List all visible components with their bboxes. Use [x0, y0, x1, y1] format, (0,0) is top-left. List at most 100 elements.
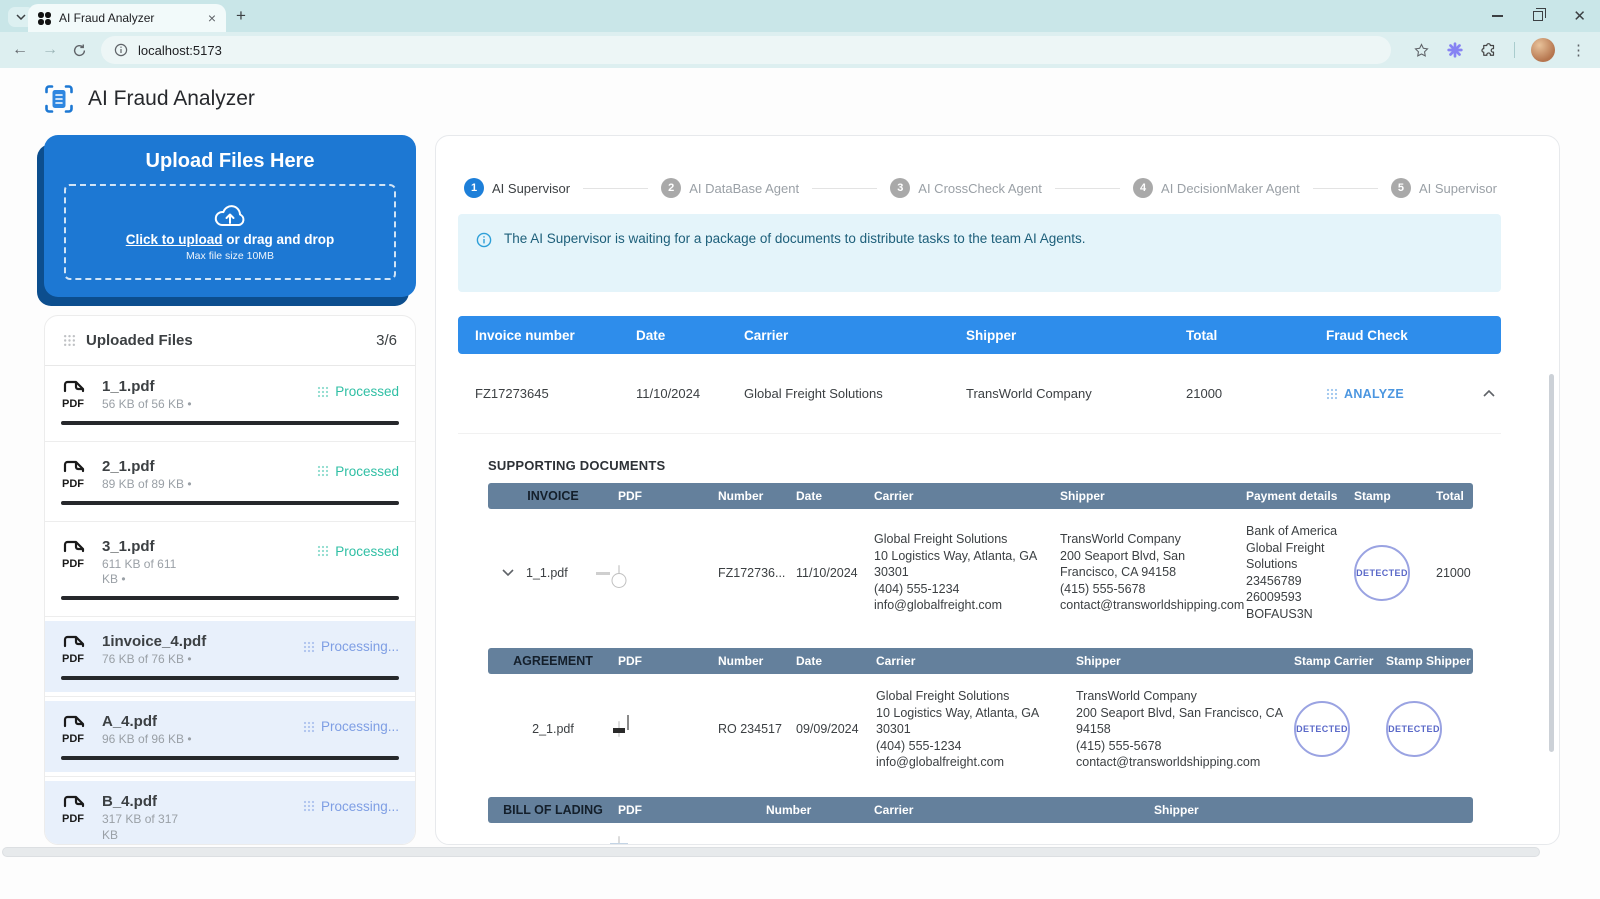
step-ai-supervisor-1[interactable]: 1AI Supervisor [464, 178, 570, 198]
url-text: localhost:5173 [138, 43, 222, 58]
col-carrier: Carrier [876, 654, 1076, 668]
file-name: 1invoice_4.pdf [102, 633, 206, 650]
profile-avatar[interactable] [1531, 38, 1555, 62]
divider [45, 696, 415, 697]
address-bar[interactable]: localhost:5173 [101, 36, 1391, 64]
col-date: Date [796, 654, 876, 668]
file-size: 611 KB of 611 KB • [102, 557, 176, 589]
col-shipper: Shipper [1154, 803, 1473, 817]
col-invoice: INVOICE [488, 489, 618, 503]
click-to-upload-link[interactable]: Click to upload [126, 232, 223, 247]
close-icon[interactable]: ✕ [1573, 9, 1586, 24]
grid-icon [317, 465, 329, 477]
invoice-subtable-header: INVOICE PDF Number Date Carrier Shipper … [488, 483, 1473, 509]
doc-shipper: TransWorld Company 200 Seaport Blvd, San… [1060, 531, 1246, 614]
restore-icon[interactable] [1533, 11, 1543, 21]
stamp-carrier-badge: DETECTED [1294, 701, 1350, 757]
file-row[interactable]: PDF 1_1.pdf56 KB of 56 KB • Processed [45, 366, 415, 437]
new-tab-button[interactable]: + [236, 6, 246, 26]
col-fraud-check: Fraud Check [1326, 328, 1501, 343]
grid-icon [303, 641, 315, 653]
svg-text:PDF: PDF [62, 653, 84, 665]
pdf-file-icon: PDF [61, 713, 89, 745]
status-badge: Processing... [303, 633, 399, 654]
bookmark-star-icon[interactable] [1413, 42, 1430, 59]
vertical-scrollbar[interactable] [1549, 374, 1554, 752]
drag-drop-label: or drag and drop [223, 232, 335, 247]
step-connector [1313, 188, 1378, 189]
uploaded-files-count: 3/6 [376, 332, 397, 349]
file-size: 317 KB of 317 KB [102, 812, 178, 844]
status-badge: Processed [317, 458, 399, 479]
window-controls: ✕ [1492, 6, 1586, 26]
analyze-button[interactable]: ANALYZE [1326, 387, 1404, 401]
browser-toolbar: ← → localhost:5173 ⋮ [0, 32, 1600, 68]
upload-title: Upload Files Here [44, 150, 416, 173]
back-icon[interactable]: ← [12, 41, 28, 59]
browser-tab[interactable]: AI Fraud Analyzer × [28, 4, 226, 32]
reload-icon[interactable] [72, 43, 87, 58]
svg-text:PDF: PDF [62, 733, 84, 745]
agreement-doc-row: 2_1.pdf RO 234517 09/09/2024 Global Frei… [488, 674, 1473, 785]
col-carrier: Carrier [874, 489, 1060, 503]
invoice-subtable: INVOICE PDF Number Date Carrier Shipper … [488, 483, 1473, 636]
doc-carrier: Global Freight Solutions 10 Logistics Wa… [874, 531, 1060, 614]
uploaded-files-header: Uploaded Files 3/6 [45, 316, 415, 365]
bill-of-lading-subtable: BILL OF LADING PDF Number Carrier Shippe… [488, 797, 1473, 846]
step-ai-decisionmaker-agent[interactable]: 4AI DecisionMaker Agent [1133, 178, 1300, 198]
step-ai-database-agent[interactable]: 2AI DataBase Agent [661, 178, 799, 198]
file-row[interactable]: PDF 3_1.pdf611 KB of 611 KB • Processed [45, 526, 415, 613]
progress-bar [61, 501, 399, 505]
app-favicon-icon [38, 12, 51, 25]
extensions-puzzle-icon[interactable] [1480, 41, 1498, 59]
svg-text:PDF: PDF [62, 558, 84, 570]
step-ai-crosscheck-agent[interactable]: 3AI CrossCheck Agent [890, 178, 1042, 198]
collapse-row-icon[interactable] [1483, 390, 1495, 397]
browser-chrome: AI Fraud Analyzer × + ✕ ← → localhost:51… [0, 0, 1600, 68]
bill-of-lading-doc-row: Global Freight Solutions 10 Logistics Wa… [488, 823, 1473, 846]
minimize-icon[interactable] [1492, 15, 1503, 17]
pdf-file-icon: PDF [61, 538, 89, 570]
step-label: AI Supervisor [1419, 181, 1497, 196]
upload-card[interactable]: Upload Files Here Click to upload or dra… [44, 135, 416, 297]
upload-dropzone[interactable]: Click to upload or drag and drop Max fil… [64, 184, 396, 280]
doc-total: 21000 [1436, 566, 1473, 580]
file-row[interactable]: PDF 2_1.pdf89 KB of 89 KB • Processed [45, 446, 415, 517]
app-header: AI Fraud Analyzer [44, 84, 255, 114]
file-size: 89 KB of 89 KB • [102, 477, 192, 493]
col-number: Number [718, 654, 796, 668]
expand-doc-icon[interactable] [502, 569, 514, 576]
stamp-shipper-badge: DETECTED [1386, 701, 1442, 757]
extension-flower-icon[interactable] [1446, 41, 1464, 59]
forward-icon[interactable]: → [42, 41, 58, 59]
pdf-thumbnail[interactable] [618, 836, 620, 846]
file-row[interactable]: PDF A_4.pdf96 KB of 96 KB • Processing..… [45, 701, 415, 772]
horizontal-scrollbar[interactable] [2, 847, 1540, 857]
status-badge: Processing... [303, 793, 399, 814]
invoice-row[interactable]: FZ17273645 11/10/2024 Global Freight Sol… [458, 354, 1501, 434]
file-row[interactable]: PDF 1invoice_4.pdf76 KB of 76 KB • Proce… [45, 621, 415, 692]
file-size: 96 KB of 96 KB • [102, 732, 192, 748]
site-info-icon[interactable] [114, 43, 128, 57]
file-row[interactable]: PDF B_4.pdf317 KB of 317 KB Processing..… [45, 781, 415, 845]
divider [45, 616, 415, 617]
browser-menu-icon[interactable]: ⋮ [1571, 41, 1586, 59]
tab-close-icon[interactable]: × [208, 11, 216, 25]
col-shipper: Shipper [1076, 654, 1294, 668]
app-page: AI Fraud Analyzer Upload Files Here Clic… [0, 68, 1600, 899]
col-stamp-carrier: Stamp Carrier [1294, 654, 1386, 668]
step-ai-supervisor-2[interactable]: 5AI Supervisor [1391, 178, 1497, 198]
toolbar-divider [1514, 42, 1515, 58]
doc-shipper: TransWorld Company 200 Seaport Blvd, San… [1154, 837, 1473, 846]
pdf-thumbnail[interactable] [618, 721, 620, 737]
supporting-documents-title: SUPPORTING DOCUMENTS [488, 458, 1473, 473]
progress-bar [61, 676, 399, 680]
col-carrier: Carrier [744, 328, 966, 343]
file-name: 1_1.pdf [102, 378, 192, 395]
col-total: Total [1436, 489, 1473, 503]
pdf-thumbnail[interactable] [618, 565, 620, 581]
doc-shipper: TransWorld Company 200 Seaport Blvd, San… [1076, 688, 1294, 771]
toolbar-right: ⋮ [1413, 38, 1586, 62]
status-badge: Processed [317, 538, 399, 559]
grid-icon [317, 545, 329, 557]
